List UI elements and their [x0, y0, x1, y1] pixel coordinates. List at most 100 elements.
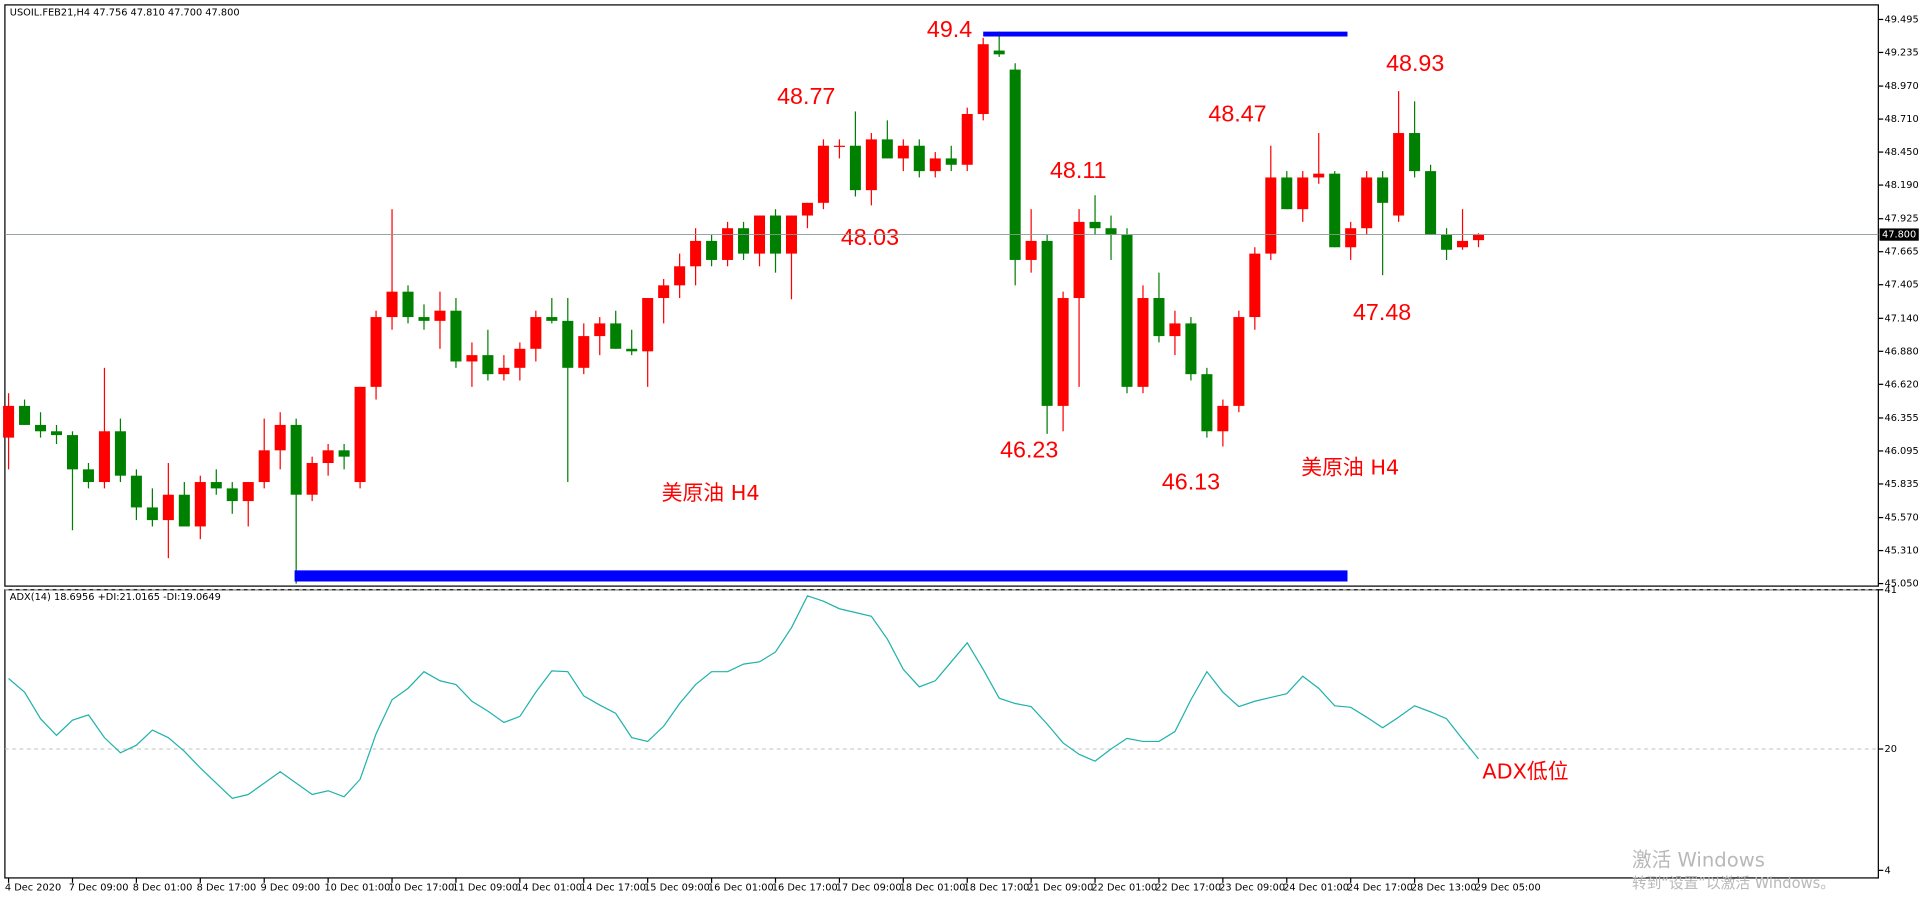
- candle-body: [562, 320, 574, 368]
- x-tick-label: 15 Dec 09:00: [644, 883, 710, 894]
- y-tick-label: 46.355: [1884, 413, 1918, 424]
- candle-body: [1425, 171, 1437, 235]
- candle-body: [386, 291, 398, 318]
- candle-body: [50, 431, 63, 436]
- adx-annotation: ADX低位: [1482, 759, 1568, 783]
- y-tick-label: 46.620: [1884, 379, 1918, 390]
- x-tick-label: 18 Dec 17:00: [964, 883, 1030, 894]
- candle-body: [242, 482, 254, 502]
- candle-body: [1089, 221, 1101, 229]
- y-tick-label: 48.970: [1884, 81, 1918, 92]
- annotation: 46.23: [1000, 436, 1058, 462]
- candle-body: [881, 139, 893, 159]
- candle-body: [610, 323, 622, 349]
- candle-body: [354, 386, 366, 483]
- candle-body: [929, 158, 941, 172]
- candle-body: [1409, 133, 1421, 172]
- annotation: 美原油 H4: [662, 481, 760, 505]
- x-tick-label: 14 Dec 01:00: [516, 883, 582, 894]
- x-tick-label: 16 Dec 17:00: [772, 883, 838, 894]
- y-tick-label: 45.570: [1884, 513, 1918, 524]
- candle-body: [1153, 298, 1165, 337]
- candle-body: [1217, 405, 1229, 432]
- y-tick-label: 49.235: [1884, 47, 1918, 58]
- candle-body: [1057, 298, 1069, 406]
- y-tick-label: 46.095: [1884, 446, 1918, 457]
- y-tick-label: 48.450: [1884, 147, 1918, 158]
- symbol-header: USOIL.FEB21,H4 47.756 47.810 47.700 47.8…: [10, 7, 240, 18]
- watermark: 激活 Windows: [1632, 848, 1765, 871]
- candle-body: [1169, 323, 1181, 337]
- annotation: 48.93: [1386, 50, 1444, 76]
- y-tick-label: 49.495: [1884, 14, 1918, 25]
- candle-body: [913, 145, 925, 172]
- candle-body: [1441, 234, 1453, 250]
- candle-body: [418, 317, 430, 321]
- candle-body: [738, 228, 750, 254]
- x-tick-label: 10 Dec 17:00: [388, 883, 454, 894]
- candle-body: [1137, 298, 1149, 387]
- candle-body: [434, 310, 446, 321]
- candle-body: [945, 158, 957, 165]
- y-tick-label: 48.190: [1884, 180, 1918, 191]
- adx-header: ADX(14) 18.6956 +DI:21.0165 -DI:19.0649: [10, 592, 221, 603]
- candle-body: [674, 266, 686, 286]
- candle-body: [1361, 177, 1373, 229]
- candle-body: [178, 494, 190, 527]
- candle-body: [514, 348, 526, 368]
- candle-body: [402, 291, 414, 318]
- candle-body: [1345, 228, 1357, 248]
- y-tick-label: 48.710: [1884, 114, 1918, 125]
- candle-body: [1201, 374, 1213, 432]
- candle-body: [594, 323, 606, 337]
- x-tick-label: 14 Dec 17:00: [580, 883, 646, 894]
- x-tick-label: 10 Dec 01:00: [324, 883, 390, 894]
- candles: [3, 31, 1485, 584]
- candle-body: [1041, 240, 1053, 406]
- candle-body: [961, 114, 973, 165]
- annotation: 48.03: [841, 224, 899, 250]
- candle-body: [626, 348, 638, 352]
- x-tick-label: 22 Dec 01:00: [1091, 883, 1157, 894]
- candle-body: [1025, 240, 1037, 260]
- candle-body: [1393, 133, 1405, 216]
- x-tick-label: 17 Dec 09:00: [836, 883, 902, 894]
- y-tick-label: 45.835: [1884, 479, 1918, 490]
- candle-body: [897, 145, 909, 159]
- y-tick-label: 45.050: [1884, 579, 1918, 590]
- annotation: 美原油 H4: [1301, 455, 1399, 479]
- current-price-label: 47.800: [1882, 230, 1916, 241]
- candle-body: [817, 145, 829, 203]
- y-tick-label: 46.880: [1884, 346, 1918, 357]
- annotation: 48.77: [777, 83, 835, 109]
- candle-body: [1073, 221, 1085, 299]
- candle-body: [306, 463, 318, 495]
- candle-body: [690, 240, 702, 267]
- x-tick-label: 21 Dec 09:00: [1027, 883, 1093, 894]
- annotation: 46.13: [1162, 468, 1220, 494]
- y-tick-label: 45.310: [1884, 546, 1918, 557]
- x-tick-label: 23 Dec 09:00: [1219, 883, 1285, 894]
- candle-body: [801, 202, 813, 216]
- candle-body: [130, 475, 142, 508]
- x-tick-label: 9 Dec 09:00: [261, 883, 321, 894]
- candle-body: [1329, 173, 1341, 248]
- y-tick-label: 20: [1884, 744, 1896, 755]
- candle-body: [658, 285, 670, 299]
- x-tick-label: 7 Dec 09:00: [69, 883, 129, 894]
- candle-body: [322, 450, 334, 464]
- y-tick-label: 47.140: [1884, 313, 1918, 324]
- y-tick-label: 41: [1884, 585, 1896, 596]
- annotation: 49.4: [927, 16, 972, 42]
- watermark: 转到“设置”以激活 Windows。: [1632, 875, 1835, 892]
- candle-body: [1281, 177, 1293, 210]
- candle-body: [546, 317, 558, 321]
- candle-body: [146, 507, 158, 521]
- candle-body: [993, 50, 1005, 55]
- candle-body: [162, 494, 174, 521]
- y-tick-label: 47.665: [1884, 247, 1918, 258]
- candle-body: [578, 336, 590, 368]
- adx-line: [8, 595, 1479, 799]
